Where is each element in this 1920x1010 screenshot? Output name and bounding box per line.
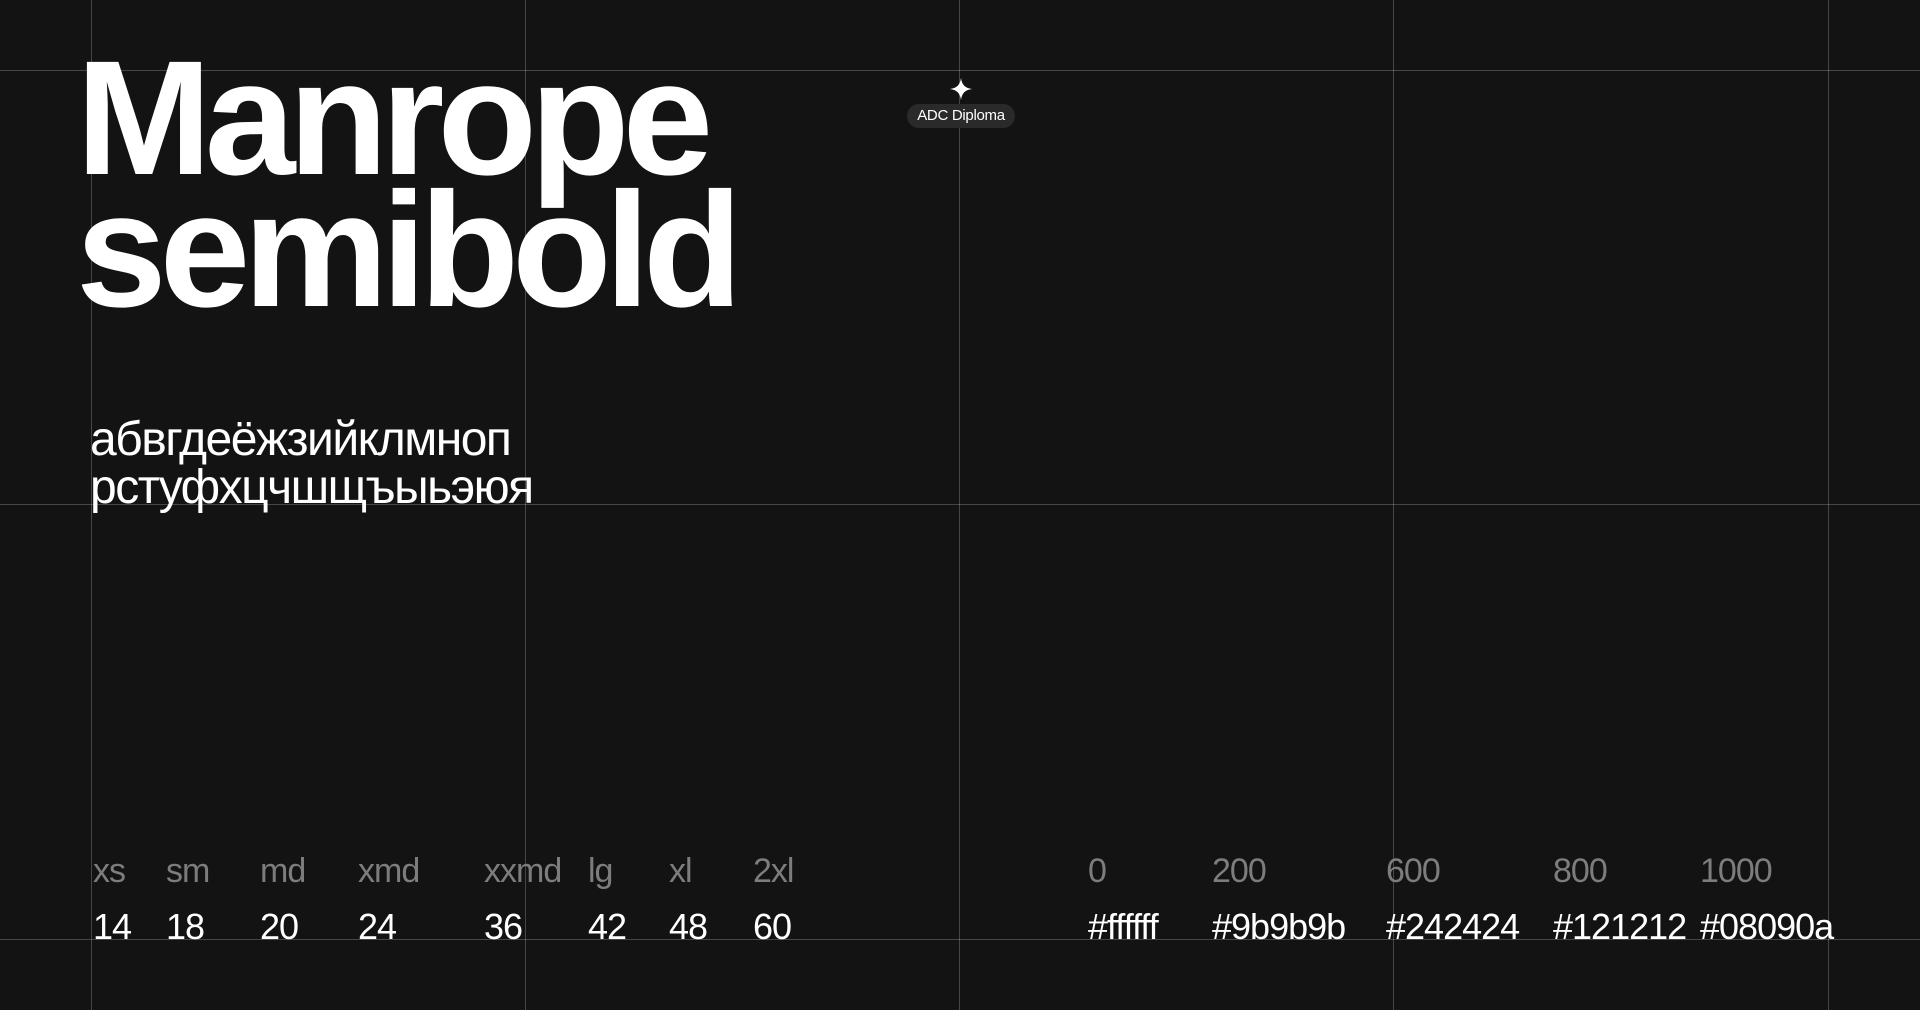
size-label: sm [166, 852, 210, 890]
size-label: lg [588, 852, 613, 890]
grid-line [0, 939, 1920, 940]
size-value: 48 [669, 906, 708, 947]
size-value: 18 [166, 906, 205, 947]
color-hex-value: #121212 [1553, 906, 1687, 947]
color-hex-value: #08090a [1700, 906, 1834, 947]
size-value: 60 [753, 906, 792, 947]
font-name-title: Manrope semibold [76, 26, 743, 341]
size-label: md [260, 852, 306, 890]
alphabet-line-2: рстуфхцчшщъыьэюя [90, 461, 534, 514]
grid-line [91, 0, 92, 1010]
color-step-label: 1000 [1700, 852, 1773, 890]
badge-label: ADC Diploma [907, 104, 1015, 128]
color-step-label: 200 [1212, 852, 1267, 890]
size-label: xxmd [484, 852, 562, 890]
size-value: 20 [260, 906, 299, 947]
alphabet-line-1: абвгдеёжзийклмноп [90, 413, 512, 466]
size-label: xmd [358, 852, 420, 890]
title-line-1: Manrope [76, 26, 713, 209]
grid-line [959, 0, 960, 1010]
color-step-label: 800 [1553, 852, 1608, 890]
grid-line [0, 70, 1920, 71]
sparkle-icon [950, 78, 972, 100]
size-value: 42 [588, 906, 627, 947]
title-line-2: semibold [76, 158, 743, 341]
color-hex-value: #242424 [1386, 906, 1520, 947]
grid-line [1393, 0, 1394, 1010]
grid-line [525, 0, 526, 1010]
size-value: 36 [484, 906, 523, 947]
color-hex-value: #9b9b9b [1212, 906, 1346, 947]
size-value: 14 [93, 906, 132, 947]
size-label: 2xl [753, 852, 794, 890]
color-hex-value: #ffffff [1088, 906, 1159, 947]
grid-line [1828, 0, 1829, 1010]
size-label: xs [93, 852, 126, 890]
alphabet-specimen: абвгдеёжзийклмноп рстуфхцчшщъыьэюя [90, 413, 534, 514]
color-step-label: 0 [1088, 852, 1107, 890]
size-label: xl [669, 852, 693, 890]
color-step-label: 600 [1386, 852, 1441, 890]
adc-diploma-badge: ADC Diploma [906, 78, 1016, 128]
size-value: 24 [358, 906, 397, 947]
grid-line [0, 504, 1920, 505]
